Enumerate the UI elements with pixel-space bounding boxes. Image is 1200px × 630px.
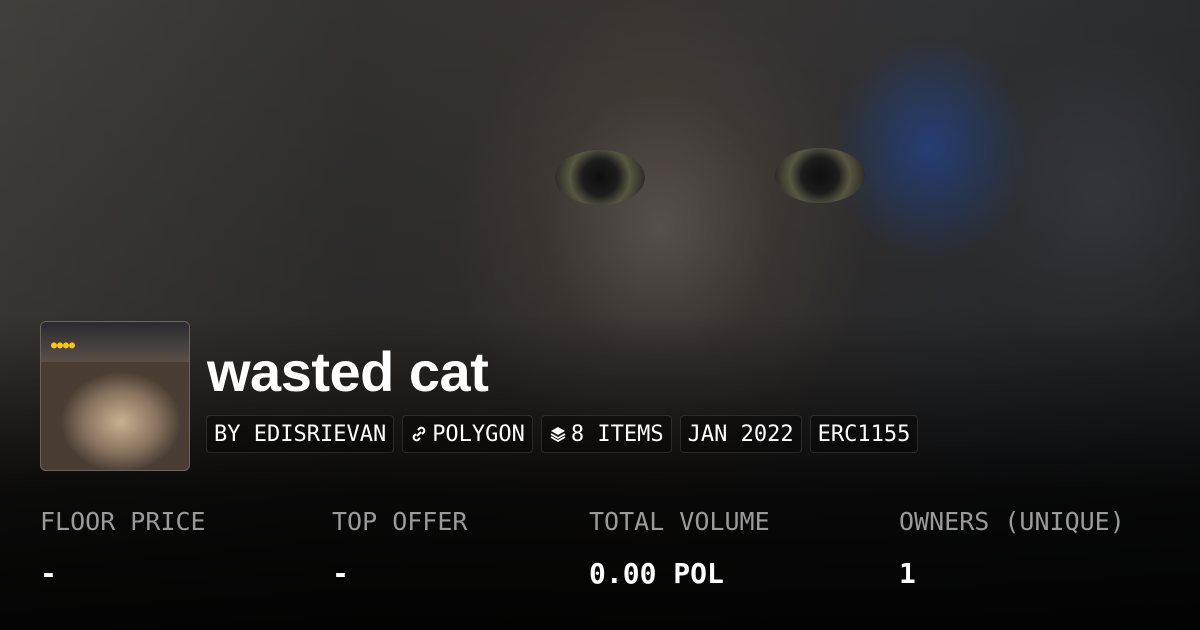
stat-top-offer: TOP OFFER - xyxy=(332,507,468,590)
creator-badge[interactable]: BY EDISRIEVAN xyxy=(206,415,395,453)
collection-title: wasted cat xyxy=(207,340,489,403)
items-badge: 8 ITEMS xyxy=(540,415,672,453)
chain-link-icon xyxy=(412,426,426,442)
collection-badges: BY EDISRIEVAN POLYGON 8 ITEMS JAN 2022 E… xyxy=(206,415,919,453)
stat-owners: OWNERS (UNIQUE) 1 xyxy=(899,507,1125,590)
chain-badge: POLYGON xyxy=(402,415,533,453)
stat-total-volume: TOTAL VOLUME 0.00 POL xyxy=(589,507,770,590)
layers-icon xyxy=(550,427,566,443)
date-badge: JAN 2022 xyxy=(679,415,802,453)
standard-badge: ERC1155 xyxy=(809,415,919,453)
collection-avatar: ●●●● xyxy=(40,321,190,471)
stat-floor-price: FLOOR PRICE - xyxy=(40,507,206,590)
